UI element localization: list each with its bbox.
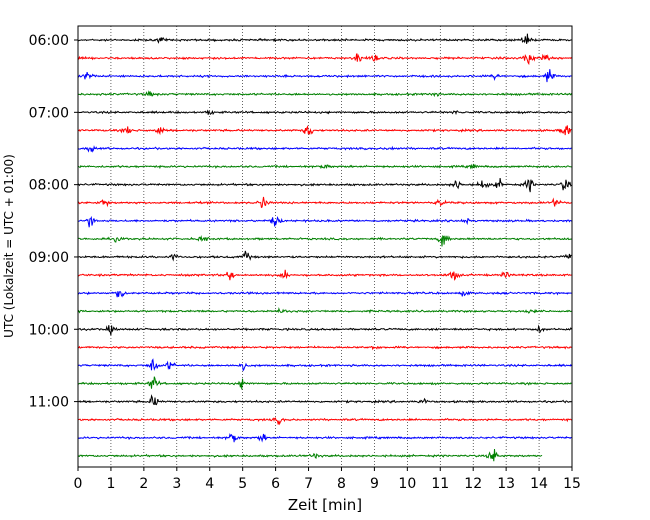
trace-group (77, 33, 572, 462)
trace-1015 (77, 345, 572, 351)
trace-1000 (77, 324, 572, 336)
x-tick-label-12: 12 (464, 476, 482, 492)
y-axis-ticks: 06:00 07:00 08:00 09:00 10:00 11:00 (29, 33, 78, 411)
y-tick-label-0800: 08:00 (29, 178, 69, 194)
trace-0700 (77, 109, 572, 116)
y-tick-label-1100: 11:00 (29, 395, 69, 411)
x-tick-label-9: 9 (370, 476, 379, 492)
trace-0730 (77, 145, 572, 153)
trace-0715 (77, 125, 572, 136)
x-tick-label-4: 4 (205, 476, 214, 492)
trace-0900 (77, 250, 572, 262)
y-tick-label-0600: 06:00 (29, 33, 69, 49)
x-axis-ticks: 0 1 2 3 4 5 6 7 8 9 10 11 12 13 14 15 (74, 467, 581, 492)
trace-0630 (77, 69, 572, 83)
x-axis-title: Zeit [min] (288, 496, 362, 514)
trace-0745 (77, 163, 572, 170)
trace-0915 (77, 269, 572, 281)
plot-frame (77, 25, 573, 468)
trace-0930 (77, 290, 572, 298)
x-tick-label-3: 3 (172, 476, 181, 492)
trace-1130 (77, 433, 572, 443)
trace-1100 (77, 394, 572, 406)
x-tick-label-10: 10 (398, 476, 416, 492)
x-tick-label-0: 0 (74, 476, 83, 492)
trace-0615 (77, 53, 572, 66)
plot-background (78, 26, 572, 467)
trace-0830 (77, 215, 572, 228)
x-tick-label-5: 5 (238, 476, 247, 492)
trace-1045 (77, 376, 572, 390)
trace-1030 (77, 358, 572, 372)
trace-0800 (77, 177, 572, 193)
y-tick-label-0700: 07:00 (29, 105, 69, 121)
x-tick-label-7: 7 (304, 476, 313, 492)
y-tick-label-1000: 10:00 (29, 322, 69, 338)
x-tick-label-13: 13 (497, 476, 515, 492)
trace-0645 (77, 90, 572, 98)
trace-0600 (77, 33, 572, 44)
y-axis-title: UTC (Lokalzeit = UTC + 01:00) (2, 154, 16, 338)
x-tick-label-15: 15 (563, 476, 581, 492)
trace-0845 (77, 234, 572, 247)
x-tick-label-14: 14 (530, 476, 548, 492)
x-tick-label-6: 6 (271, 476, 280, 492)
trace-0815 (77, 196, 572, 209)
trace-1115 (77, 417, 572, 426)
x-tick-label-1: 1 (106, 476, 115, 492)
trace-0945 (77, 307, 572, 314)
trace-1145 (77, 448, 543, 462)
x-tick-label-8: 8 (337, 476, 346, 492)
x-tick-label-2: 2 (139, 476, 148, 492)
y-tick-label-0900: 09:00 (29, 250, 69, 266)
x-tick-label-11: 11 (431, 476, 449, 492)
